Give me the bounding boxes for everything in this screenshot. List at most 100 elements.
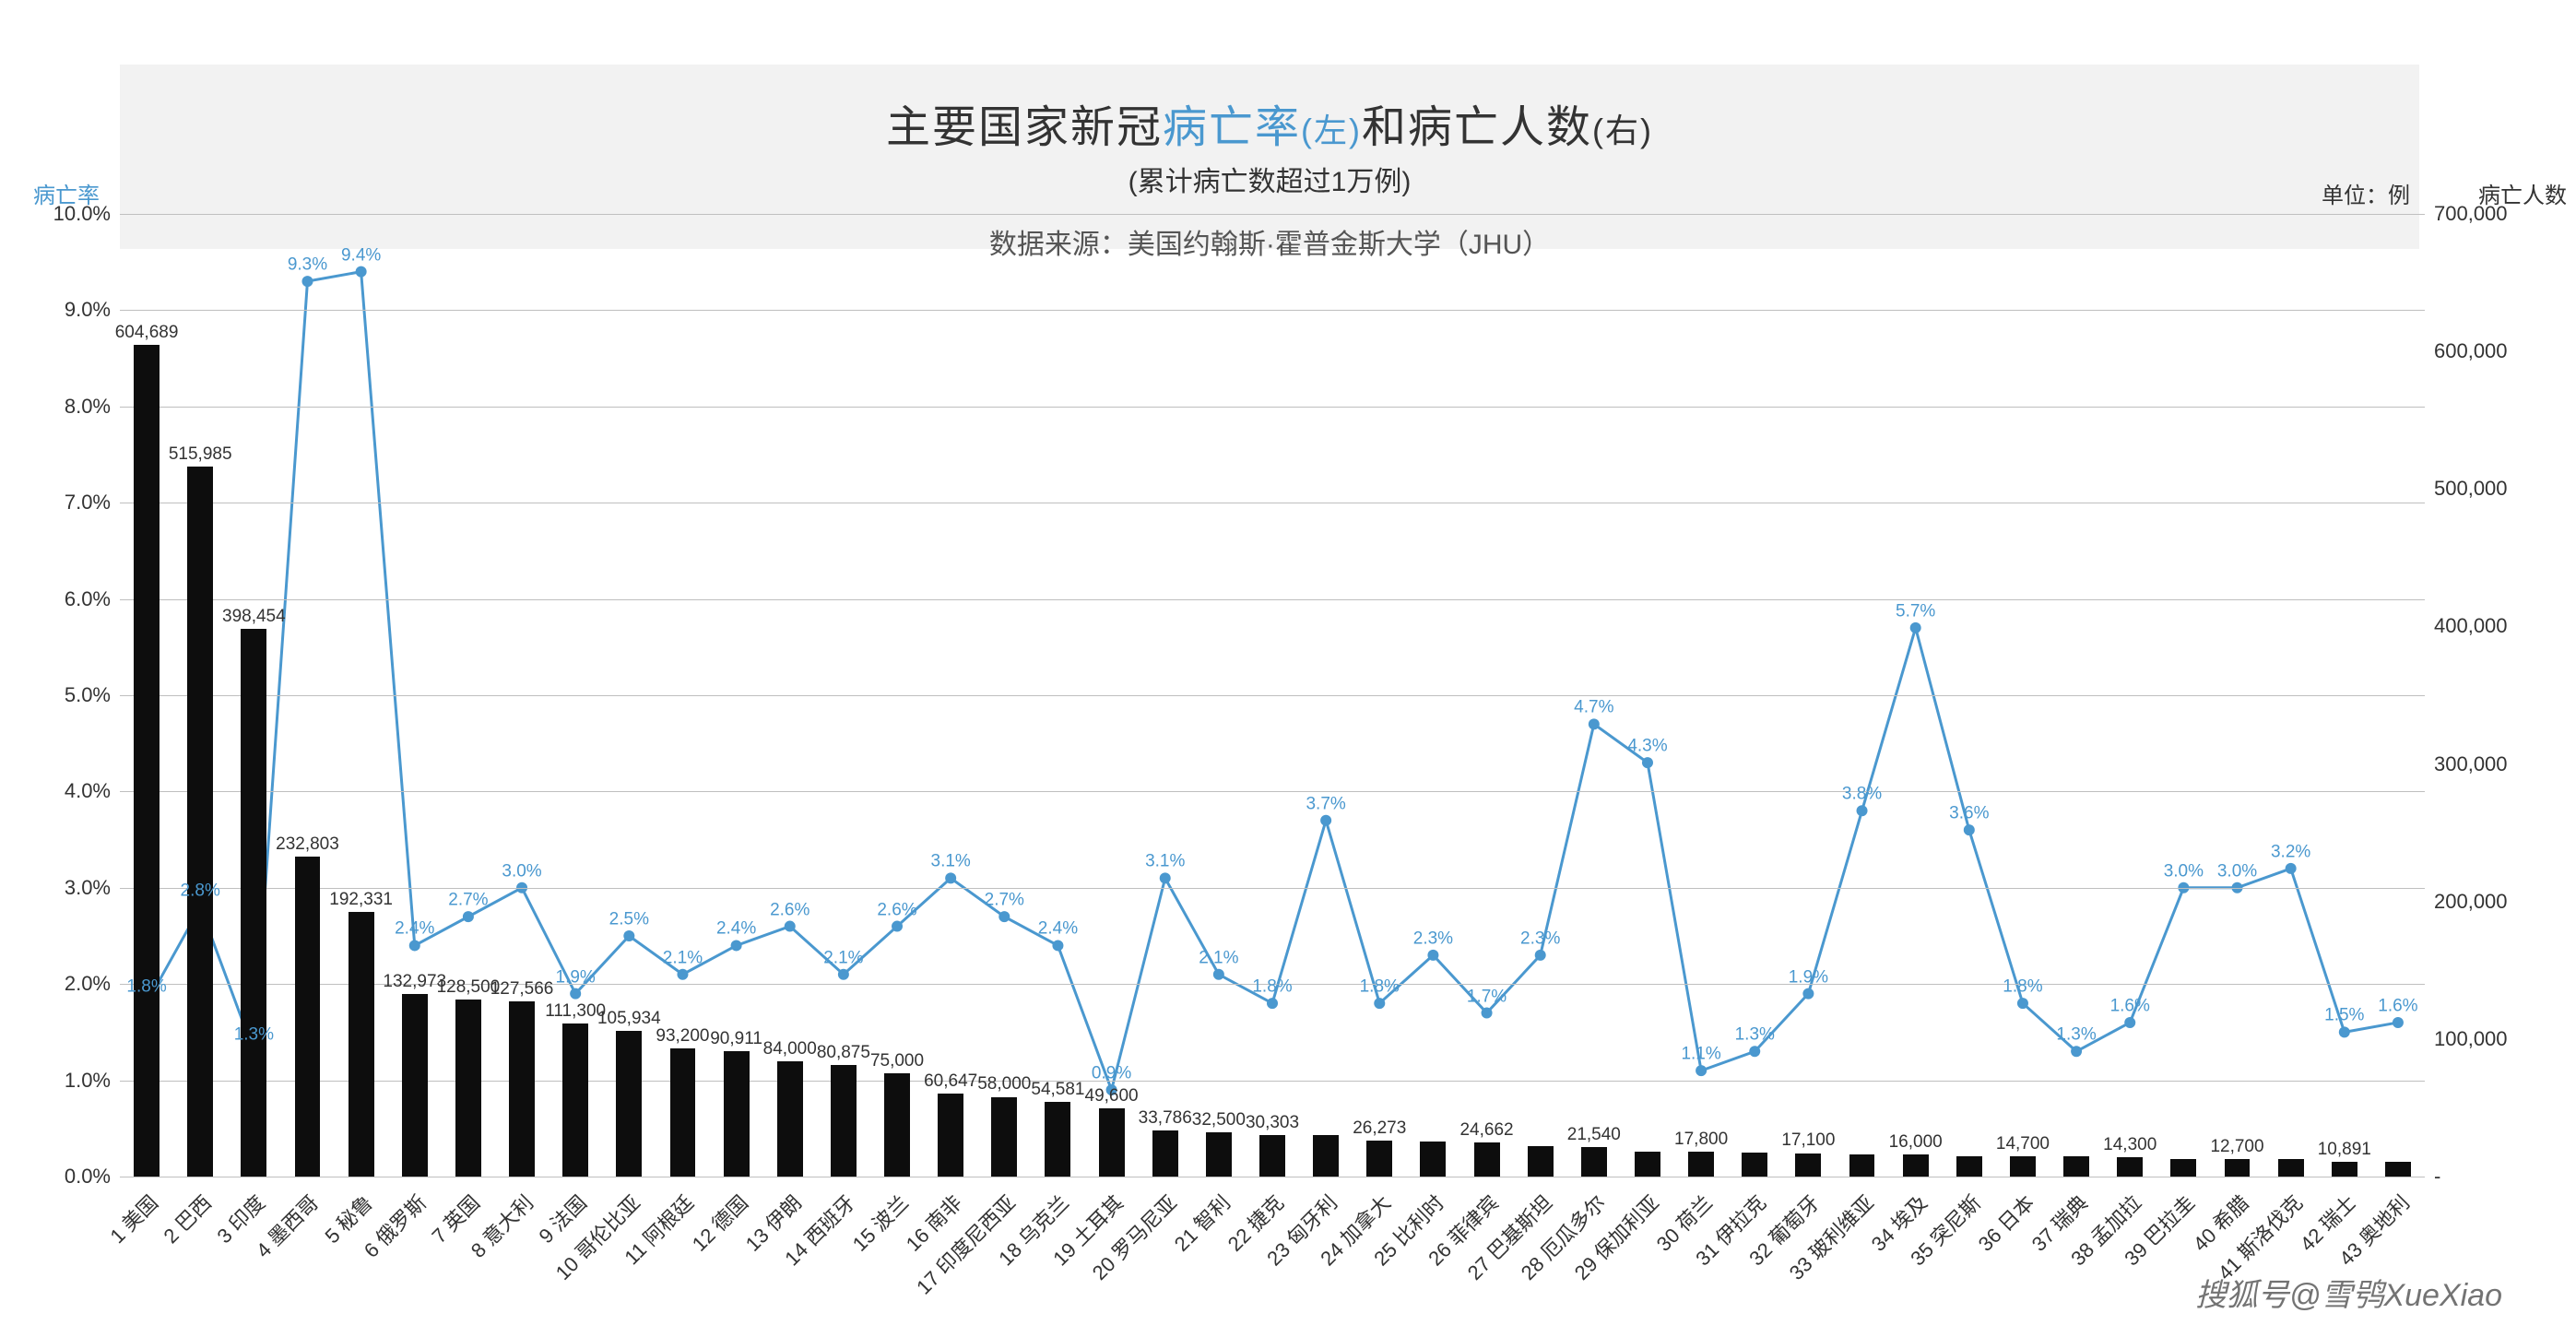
bar-value-label: 33,786	[1139, 1108, 1192, 1129]
bar	[241, 629, 266, 1177]
bar-value-label: 60,647	[924, 1071, 977, 1092]
bar-value-label: 604,689	[115, 323, 179, 343]
gridline	[120, 214, 2425, 215]
rate-label: 1.8%	[1360, 976, 1400, 997]
title-suffix: (右)	[1592, 112, 1653, 149]
bar-value-label: 105,934	[597, 1009, 661, 1029]
bar	[884, 1073, 910, 1177]
bar	[724, 1051, 750, 1177]
rate-marker	[945, 872, 956, 883]
rate-label: 5.7%	[1896, 601, 1935, 621]
rate-label: 3.1%	[931, 852, 971, 872]
title-highlight-suffix: (左)	[1301, 112, 1362, 149]
x-category-label: 36 日本	[1970, 1188, 2039, 1257]
gridline	[120, 599, 2425, 600]
rate-marker	[1802, 988, 1814, 1000]
rate-label: 9.4%	[341, 245, 381, 266]
bar	[1259, 1135, 1285, 1177]
rate-label: 1.9%	[556, 967, 596, 988]
bar-value-label: 232,803	[276, 834, 339, 855]
bar	[1313, 1135, 1339, 1177]
bar-value-label: 12,700	[2210, 1137, 2263, 1157]
rate-label: 2.3%	[1520, 929, 1560, 949]
y-left-tick: 5.0%	[9, 683, 111, 707]
rate-label: 3.0%	[2164, 861, 2204, 881]
y-right-tick: -	[2434, 1165, 2554, 1189]
bar-value-label: 17,800	[1674, 1130, 1728, 1150]
bar	[1474, 1142, 1500, 1177]
bar-value-label: 515,985	[169, 444, 232, 465]
bar	[1742, 1153, 1767, 1177]
rate-label: 1.6%	[2110, 996, 2150, 1016]
chart-root: 主要国家新冠病亡率(左)和病亡人数(右) (累计病亡数超过1万例) 数据来源：美…	[0, 0, 2576, 1337]
y-left-tick: 7.0%	[9, 491, 111, 515]
rate-marker	[623, 930, 634, 941]
bar-value-label: 24,662	[1459, 1120, 1513, 1141]
rate-marker	[301, 276, 313, 287]
bar-value-label: 16,000	[1889, 1132, 1943, 1153]
gridline	[120, 310, 2425, 311]
rate-marker	[1267, 998, 1278, 1009]
rate-marker	[1964, 824, 1975, 835]
rate-marker	[1320, 815, 1331, 826]
y-right-unit-label: 单位：例	[2322, 177, 2410, 209]
rate-label: 2.4%	[716, 919, 756, 940]
title-prefix: 主要国家新冠	[886, 103, 1163, 152]
bar	[2385, 1162, 2411, 1177]
bar	[1099, 1108, 1125, 1177]
rate-marker	[1160, 872, 1171, 883]
rate-label: 3.0%	[2217, 861, 2257, 881]
y-left-tick: 1.0%	[9, 1069, 111, 1093]
rate-marker	[1374, 998, 1385, 1009]
rate-marker	[1696, 1065, 1707, 1076]
rate-label: 2.1%	[823, 948, 863, 968]
rate-label: 3.1%	[1145, 852, 1185, 872]
y-left-tick: 8.0%	[9, 395, 111, 419]
rate-label: 1.8%	[2003, 976, 2042, 997]
rate-label: 1.7%	[1467, 987, 1507, 1007]
y-left-tick: 0.0%	[9, 1165, 111, 1189]
bar	[2225, 1159, 2251, 1177]
rate-label: 1.8%	[1252, 976, 1292, 997]
rate-marker	[785, 921, 796, 932]
chart-title: 主要国家新冠病亡率(左)和病亡人数(右)	[120, 90, 2419, 155]
gridline	[120, 407, 2425, 408]
bar-value-label: 398,454	[222, 607, 286, 627]
x-category-label: 1 美国	[102, 1188, 164, 1249]
bar	[134, 345, 160, 1177]
rate-label: 3.2%	[2271, 842, 2310, 862]
rate-label: 2.5%	[609, 909, 649, 929]
rate-marker	[1642, 757, 1653, 768]
bar	[777, 1061, 803, 1177]
y-left-tick: 4.0%	[9, 779, 111, 803]
rate-label: 1.5%	[2324, 1006, 2364, 1026]
rate-marker	[838, 969, 849, 980]
y-right-tick: 200,000	[2434, 890, 2554, 914]
rate-label: 1.6%	[2378, 996, 2417, 1016]
rate-marker	[463, 911, 474, 922]
bar	[2010, 1156, 2036, 1177]
bar	[1956, 1156, 1982, 1177]
bar-value-label: 80,875	[817, 1043, 870, 1063]
bar	[1903, 1154, 1929, 1177]
title-middle: 和病亡人数	[1362, 103, 1592, 152]
y-left-tick: 9.0%	[9, 298, 111, 322]
bar	[1152, 1130, 1178, 1177]
bar	[1635, 1152, 1660, 1177]
bar	[670, 1048, 696, 1177]
bar-value-label: 21,540	[1567, 1125, 1621, 1145]
rate-label: 1.9%	[1789, 967, 1828, 988]
bar	[2117, 1157, 2143, 1177]
rate-marker	[1910, 622, 1921, 633]
rate-label: 0.9%	[1092, 1063, 1131, 1083]
rate-label: 1.3%	[234, 1025, 274, 1046]
rate-label: 2.3%	[1413, 929, 1453, 949]
bar-value-label: 14,300	[2103, 1135, 2157, 1155]
rate-marker	[1535, 950, 1546, 961]
bar	[187, 467, 213, 1177]
bar	[349, 912, 374, 1177]
y-right-tick: 100,000	[2434, 1027, 2554, 1051]
gridline	[120, 888, 2425, 889]
rate-marker	[1482, 1008, 1493, 1019]
bar-value-label: 26,273	[1353, 1118, 1406, 1139]
